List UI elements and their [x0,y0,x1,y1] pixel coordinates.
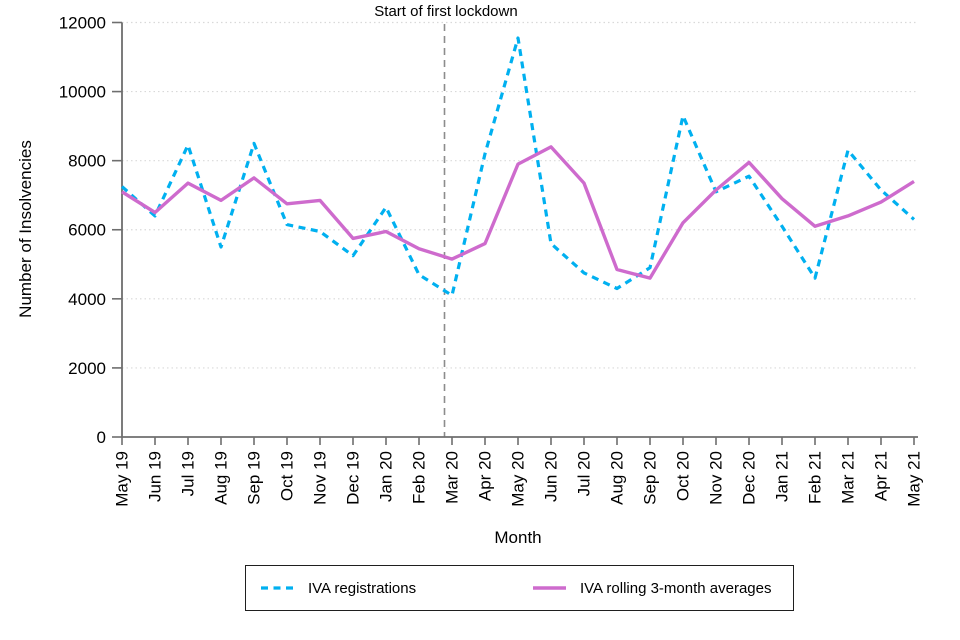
legend-item-registrations: IVA registrations [260,566,416,610]
lockdown-annotation: Start of first lockdown [374,3,517,20]
x-tick-label-7: Dec 19 [344,451,363,505]
x-tick-label-13: Jun 20 [542,451,561,502]
x-tick-label-23: Apr 21 [872,451,891,501]
x-tick-label-10: Mar 20 [443,451,462,504]
x-tick-label-22: Mar 21 [839,451,858,504]
series-line-registrations [120,36,916,297]
y-tick-label-10000: 10000 [59,83,106,102]
registrations-dashed-line-swatch [261,586,294,590]
y-tick-label-4000: 4000 [68,290,106,309]
x-tick-label-21: Feb 21 [806,451,825,504]
x-tick-label-16: Sep 20 [641,451,660,505]
x-tick-label-2: Jul 19 [179,451,198,496]
x-tick-label-14: Jul 20 [575,451,594,496]
x-tick-label-12: May 20 [509,451,528,507]
y-tick-label-6000: 6000 [68,221,106,240]
x-tick-label-4: Sep 19 [245,451,264,505]
series-line-rolling-average [121,145,915,280]
y-tick-label-2000: 2000 [68,359,106,378]
series-lines [120,36,916,297]
x-tick-label-11: Apr 20 [476,451,495,501]
chart-legend: IVA registrations IVA rolling 3-month av… [245,565,794,611]
rolling-average-solid-line-swatch [533,586,566,590]
x-tick-label-17: Oct 20 [674,451,693,501]
x-tick-label-6: Nov 19 [311,451,330,505]
y-tick-label-0: 0 [97,428,106,447]
y-tick-label-12000: 12000 [59,13,106,32]
legend-label-rolling-average: IVA rolling 3-month averages [580,579,772,597]
x-tick-label-3: Aug 19 [212,451,231,505]
x-tick-label-5: Oct 19 [278,451,297,501]
y-tick-label-8000: 8000 [68,152,106,171]
x-tick-label-18: Nov 20 [707,451,726,505]
x-tick-label-0: May 19 [113,451,132,507]
x-tick-label-19: Dec 20 [740,451,759,505]
legend-item-rolling-average: IVA rolling 3-month averages [532,566,772,610]
x-tick-label-20: Jan 21 [773,451,792,502]
axes: 0 2000 4000 6000 8000 10000 12000 May 19 Jun 19 J… [59,13,924,506]
x-tick-label-9: Feb 20 [410,451,429,504]
gridlines [122,21,918,369]
x-tick-label-8: Jan 20 [377,451,396,502]
x-tick-label-1: Jun 19 [146,451,165,502]
legend-label-registrations: IVA registrations [308,579,417,597]
x-axis-title: Month [494,528,541,547]
x-tick-label-24: May 21 [905,451,924,507]
y-axis-title: Number of Insolvencies [16,140,35,318]
x-tick-label-15: Aug 20 [608,451,627,505]
